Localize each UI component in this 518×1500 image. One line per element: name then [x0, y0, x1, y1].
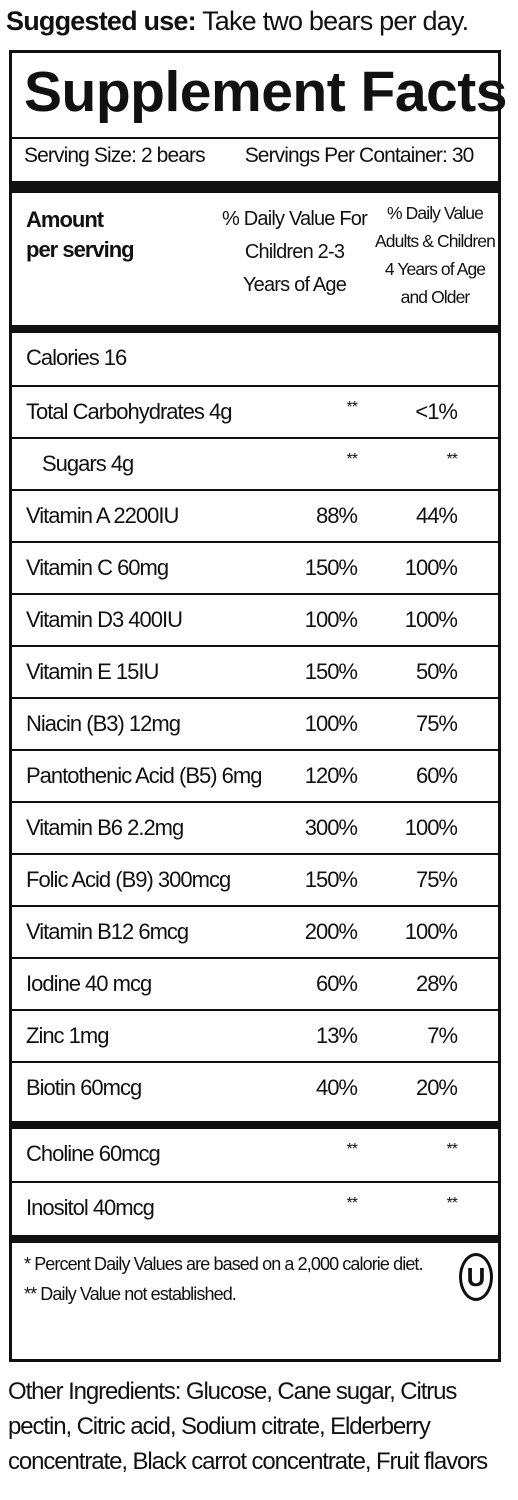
- children-dv-value: **: [346, 1141, 358, 1158]
- supplement-facts-panel: Supplement Facts Serving Size: 2 bears Se…: [9, 50, 507, 1362]
- nutrient-row: Vitamin C 60mg 150% 100%: [12, 541, 498, 593]
- footnotes: * Percent Daily Values are based on a 2,…: [24, 1249, 444, 1309]
- children-dv-value: 150%: [304, 555, 358, 580]
- nutrient-row: Vitamin D3 400IU 100% 100%: [12, 593, 498, 645]
- nutrient-name: Vitamin D3 400IU: [26, 607, 183, 632]
- children-dv-value: 150%: [304, 659, 358, 684]
- nutrient-row: Vitamin B12 6mcg 200% 100%: [12, 905, 498, 957]
- adults-dv-value: 28%: [415, 971, 458, 996]
- nutrient-name: Vitamin B6 2.2mg: [26, 815, 184, 840]
- nutrient-name: Vitamin E 15IU: [26, 659, 159, 684]
- nutrient-name: Zinc 1mg: [26, 1023, 109, 1048]
- children-dv-value: 100%: [304, 711, 358, 736]
- nutrient-row: Vitamin B6 2.2mg 300% 100%: [12, 801, 498, 853]
- children-dv-value: 200%: [304, 919, 358, 944]
- children-dv-value: 13%: [315, 1023, 358, 1048]
- adults-dv-header-line-3: 4 Years of Age: [384, 259, 486, 279]
- amount-header-line-1: Amount: [26, 207, 104, 232]
- kosher-u-icon: U: [459, 1253, 493, 1301]
- nutrient-name: Vitamin C 60mg: [26, 555, 169, 580]
- column-header: Amount per serving % Daily Value For Chi…: [12, 195, 498, 325]
- adults-dv-value: 7%: [427, 1023, 458, 1048]
- children-dv-value: 120%: [304, 763, 358, 788]
- panel-title: Supplement Facts: [24, 60, 507, 124]
- children-dv-value: 40%: [315, 1075, 358, 1100]
- adults-dv-value: 50%: [415, 659, 458, 684]
- children-dv-value: 88%: [315, 503, 358, 528]
- adults-dv-header-line-1: % Daily Value: [387, 203, 484, 223]
- adults-dv-value: <1%: [415, 399, 458, 424]
- choline-rule: [12, 1121, 498, 1129]
- adults-dv-value: 100%: [404, 919, 458, 944]
- children-dv-value: 300%: [304, 815, 358, 840]
- nutrient-name: Biotin 60mcg: [26, 1075, 142, 1100]
- children-dv-header: % Daily Value For Children 2-3 Years of …: [222, 203, 368, 302]
- nutrient-name: Pantothenic Acid (B5) 6mg: [26, 763, 262, 788]
- adults-dv-value: 75%: [415, 711, 458, 736]
- nutrient-name: Vitamin A 2200IU: [26, 503, 179, 528]
- nutrient-name: Niacin (B3) 12mg: [26, 711, 181, 736]
- children-dv-header-line-2: Children 2-3: [244, 241, 345, 263]
- nutrient-row: Biotin 60mcg 40% 20%: [12, 1061, 498, 1113]
- adults-dv-value: 44%: [415, 503, 458, 528]
- nutrient-row: Vitamin A 2200IU 88% 44%: [12, 489, 498, 541]
- adults-dv-header-line-4: and Older: [400, 287, 471, 307]
- nutrient-row: Total Carbohydrates 4g ** <1%: [12, 385, 498, 437]
- amount-header-line-2: per serving: [26, 237, 135, 262]
- children-dv-header-line-3: Years of Age: [242, 274, 347, 296]
- nutrient-name: Calories 16: [26, 345, 127, 370]
- adults-dv-header-line-2: Adults & Children: [375, 231, 496, 251]
- serving-line: Serving Size: 2 bears Servings Per Contai…: [24, 141, 494, 171]
- nutrient-row: Iodine 40 mcg 60% 28%: [12, 957, 498, 1009]
- children-dv-value: **: [346, 451, 358, 468]
- children-dv-value: 150%: [304, 867, 358, 892]
- children-dv-value: **: [346, 399, 358, 416]
- nutrient-name: Total Carbohydrates 4g: [26, 399, 232, 424]
- suggested-use-text: Take two bears per day.: [202, 6, 469, 36]
- header-rule: [12, 325, 498, 333]
- other-ingredients: Other Ingredients: Glucose, Cane sugar, …: [8, 1378, 488, 1475]
- adults-dv-value: 75%: [415, 867, 458, 892]
- nutrient-name: Iodine 40 mcg: [26, 971, 152, 996]
- nutrient-name: Sugars 4g: [42, 451, 134, 476]
- adults-dv-value: 100%: [404, 815, 458, 840]
- suggested-use-label: Suggested use:: [6, 6, 197, 36]
- nutrient-name: Folic Acid (B9) 300mcg: [26, 867, 231, 892]
- children-dv-value: 60%: [315, 971, 358, 996]
- nutrient-row: Sugars 4g ** **: [12, 437, 498, 489]
- adults-dv-value: 60%: [415, 763, 458, 788]
- serving-rule: [12, 181, 498, 193]
- footnote-not-established: ** Daily Value not established.: [24, 1284, 237, 1304]
- title-rule: [12, 137, 498, 139]
- children-dv-value: **: [346, 1195, 358, 1212]
- nutrient-row: Zinc 1mg 13% 7%: [12, 1009, 498, 1061]
- adults-dv-value: **: [446, 451, 458, 468]
- nutrient-row: Vitamin E 15IU 150% 50%: [12, 645, 498, 697]
- footnote-percent-dv: * Percent Daily Values are based on a 2,…: [24, 1254, 424, 1274]
- footnote-rule: [12, 1235, 498, 1243]
- suggested-use: Suggested use: Take two bears per day.: [6, 4, 516, 38]
- adults-dv-value: 20%: [415, 1075, 458, 1100]
- serving-size: Serving Size: 2 bears: [24, 144, 206, 167]
- servings-per-container: Servings Per Container: 30: [244, 144, 475, 167]
- nutrient-row: Inositol 40mcg ** **: [12, 1181, 498, 1233]
- children-dv-header-line-1: % Daily Value For: [222, 208, 368, 230]
- nutrient-row: Pantothenic Acid (B5) 6mg 120% 60%: [12, 749, 498, 801]
- nutrient-name: Vitamin B12 6mcg: [26, 919, 189, 944]
- nutrient-name: Inositol 40mcg: [26, 1195, 155, 1220]
- nutrient-row: Folic Acid (B9) 300mcg 150% 75%: [12, 853, 498, 905]
- adults-dv-header: % Daily Value Adults & Children 4 Years …: [372, 199, 498, 311]
- adults-dv-value: **: [446, 1141, 458, 1158]
- nutrient-name: Choline 60mcg: [26, 1141, 161, 1166]
- adults-dv-value: 100%: [404, 555, 458, 580]
- nutrient-row: Calories 16: [12, 333, 498, 385]
- nutrient-row: Choline 60mcg ** **: [12, 1129, 498, 1181]
- adults-dv-value: 100%: [404, 607, 458, 632]
- children-dv-value: 100%: [304, 607, 358, 632]
- adults-dv-value: **: [446, 1195, 458, 1212]
- amount-header: Amount per serving: [26, 205, 135, 265]
- nutrient-row: Niacin (B3) 12mg 100% 75%: [12, 697, 498, 749]
